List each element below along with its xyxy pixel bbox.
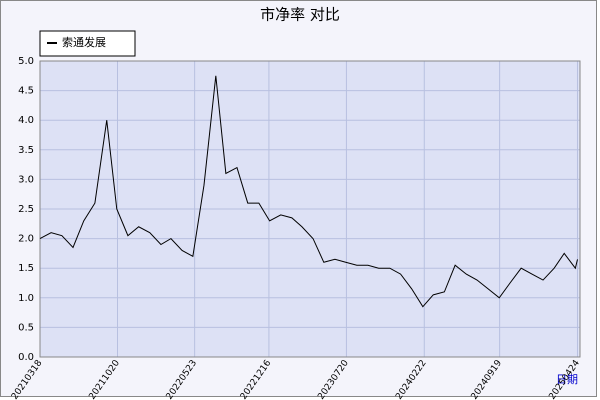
- axis-frame: [39, 60, 581, 358]
- y-tick-label: 1.5: [18, 263, 34, 274]
- x-axis-label: 日期: [556, 373, 578, 386]
- chart-title: 市净率 对比: [260, 6, 340, 24]
- y-tick-label: 1.0: [18, 293, 34, 304]
- y-tick-label: 3.5: [18, 145, 34, 156]
- y-tick-label: 2.0: [18, 234, 34, 245]
- y-tick-label: 5.0: [18, 56, 34, 67]
- y-tick-label: 4.5: [18, 86, 34, 97]
- data-line: [39, 75, 578, 308]
- y-tick-label: 0.0: [18, 352, 34, 363]
- y-tick-label: 4.0: [18, 115, 34, 126]
- y-tick-label: 2.5: [18, 204, 34, 215]
- legend-label: 索通发展: [62, 35, 106, 49]
- y-tick-label: 3.0: [18, 174, 34, 185]
- y-tick-label: 0.5: [18, 322, 34, 333]
